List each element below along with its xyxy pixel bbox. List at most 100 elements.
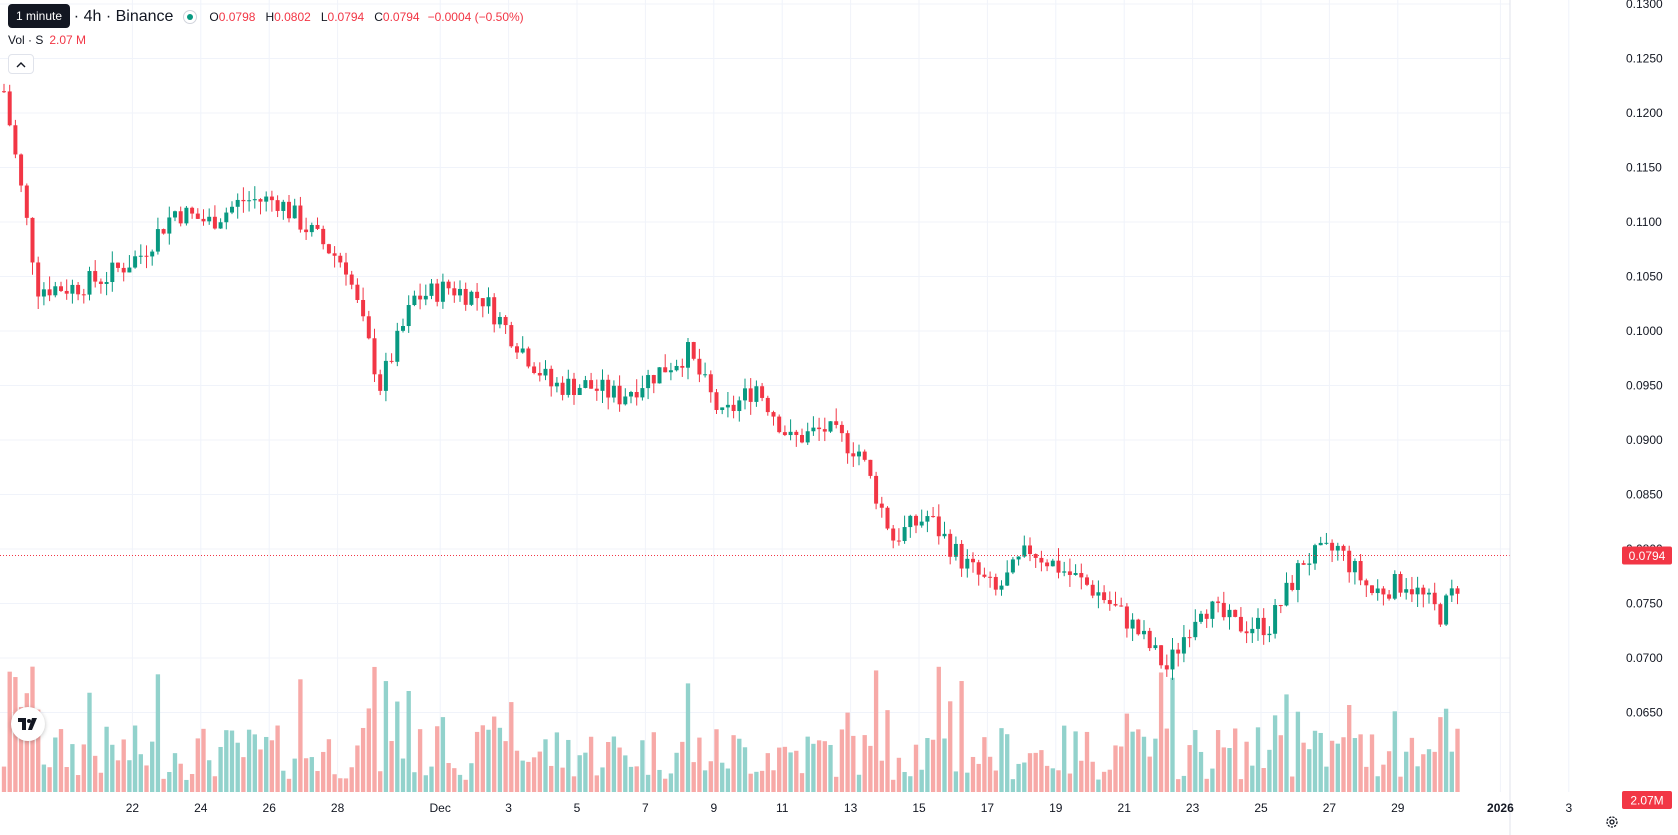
candle-body [554,382,559,387]
candle-body [993,576,998,590]
candle-body [1318,542,1323,546]
volume-bar [167,771,172,792]
volume-bar [674,752,679,792]
volume-legend[interactable]: Vol · S 2.07 M [8,33,86,47]
candle-body [1005,572,1010,586]
volume-bar [908,776,913,792]
candle-body [651,375,656,384]
candle-body [93,271,98,282]
volume-bar [1307,749,1312,792]
volume-bar [389,741,394,792]
volume-bar [486,729,491,792]
candle-body [1352,561,1357,573]
volume-bar [1198,751,1204,792]
volume-value: 2.07 M [49,33,87,47]
gear-shape [1606,816,1618,828]
candle-body [59,286,63,291]
candle-body [1176,649,1181,654]
volume-bar [372,666,377,792]
volume-bar [121,739,126,792]
high-label: H [265,10,275,24]
candle-body [1261,617,1266,636]
open-value: 0.0798 [218,10,256,24]
time-axis[interactable]: 22 24 26 28 Dec 3 5 7 9 11 13 15 17 19 21 23 25 27 29 2026 3 [126,801,1573,815]
volume-bar [1153,738,1158,792]
volume-bar [765,753,770,792]
volume-bar [839,729,845,792]
volume-bar [1386,751,1392,792]
volume-bar [144,765,149,792]
volume-bar [264,736,269,792]
candle-body [212,216,217,229]
candle-body [1022,545,1027,557]
candle-body [412,295,417,306]
volume-bar [1204,778,1209,792]
volume-bar [549,765,554,792]
volume-bar [600,767,605,792]
volume-bar [1170,677,1175,792]
volume-bar [811,743,816,792]
time-tick-label: 2026 [1487,801,1514,815]
time-tick-label: 3 [1565,801,1572,815]
candle-body [469,291,474,305]
volume-bar [412,772,417,792]
candle-body [366,316,371,339]
price-tick-label: 0.0750 [1626,597,1663,611]
price-axis[interactable]: 0.1300 0.1250 0.1200 0.1150 0.1100 0.1050 0.10… [1509,0,1663,835]
candle-body [617,385,622,405]
candle-body [315,224,320,229]
candle-body [1159,645,1164,666]
candle-body [378,374,383,391]
candle-body [1119,605,1124,607]
candle-body [1124,606,1129,629]
candle-body [817,427,822,430]
candle-body [879,503,884,508]
candle-body [190,207,195,214]
candle-body [862,451,867,460]
volume-bar [252,734,257,792]
candle-body [418,295,423,300]
volume-bar [1124,713,1130,792]
candle-body [19,154,24,186]
candle-body [953,543,958,557]
candle-body [235,199,240,207]
candle-body [800,435,804,443]
candle-body [1210,601,1215,619]
volume-bar [788,752,793,792]
volume-bar [999,728,1004,792]
volume-bar [1261,768,1266,792]
candle-body [452,288,457,296]
candle-body [1438,604,1443,625]
candle-body [1324,542,1329,544]
volume-bar [315,771,320,792]
time-tick-label: 22 [126,801,140,815]
volume-bar [98,772,104,792]
candle-body [326,244,331,254]
candle-body [942,533,947,537]
candle-body [207,216,212,222]
volume-bar [1136,729,1141,792]
volume-bar [885,710,890,792]
chart-grid [0,0,1570,792]
candle-body [1050,560,1055,567]
collapse-legend-button[interactable] [8,54,34,74]
volume-bar [355,745,360,792]
tradingview-logo-icon[interactable] [11,707,45,741]
candle-body [13,125,18,155]
open-label: O [209,10,219,24]
volume-bar [1301,742,1306,792]
volume-bar [383,681,389,792]
volume-bar [634,766,639,792]
gear-icon[interactable] [1602,812,1622,832]
volume-bar [685,683,691,792]
candle-body [919,521,924,526]
candle-body [600,379,605,391]
volume-bar [195,738,200,792]
candle-body [30,217,35,263]
volume-bar [948,701,953,792]
volume-bar [737,738,742,792]
volume-bar [936,666,941,792]
candle-body [167,217,172,234]
volume-bar [1369,734,1375,792]
